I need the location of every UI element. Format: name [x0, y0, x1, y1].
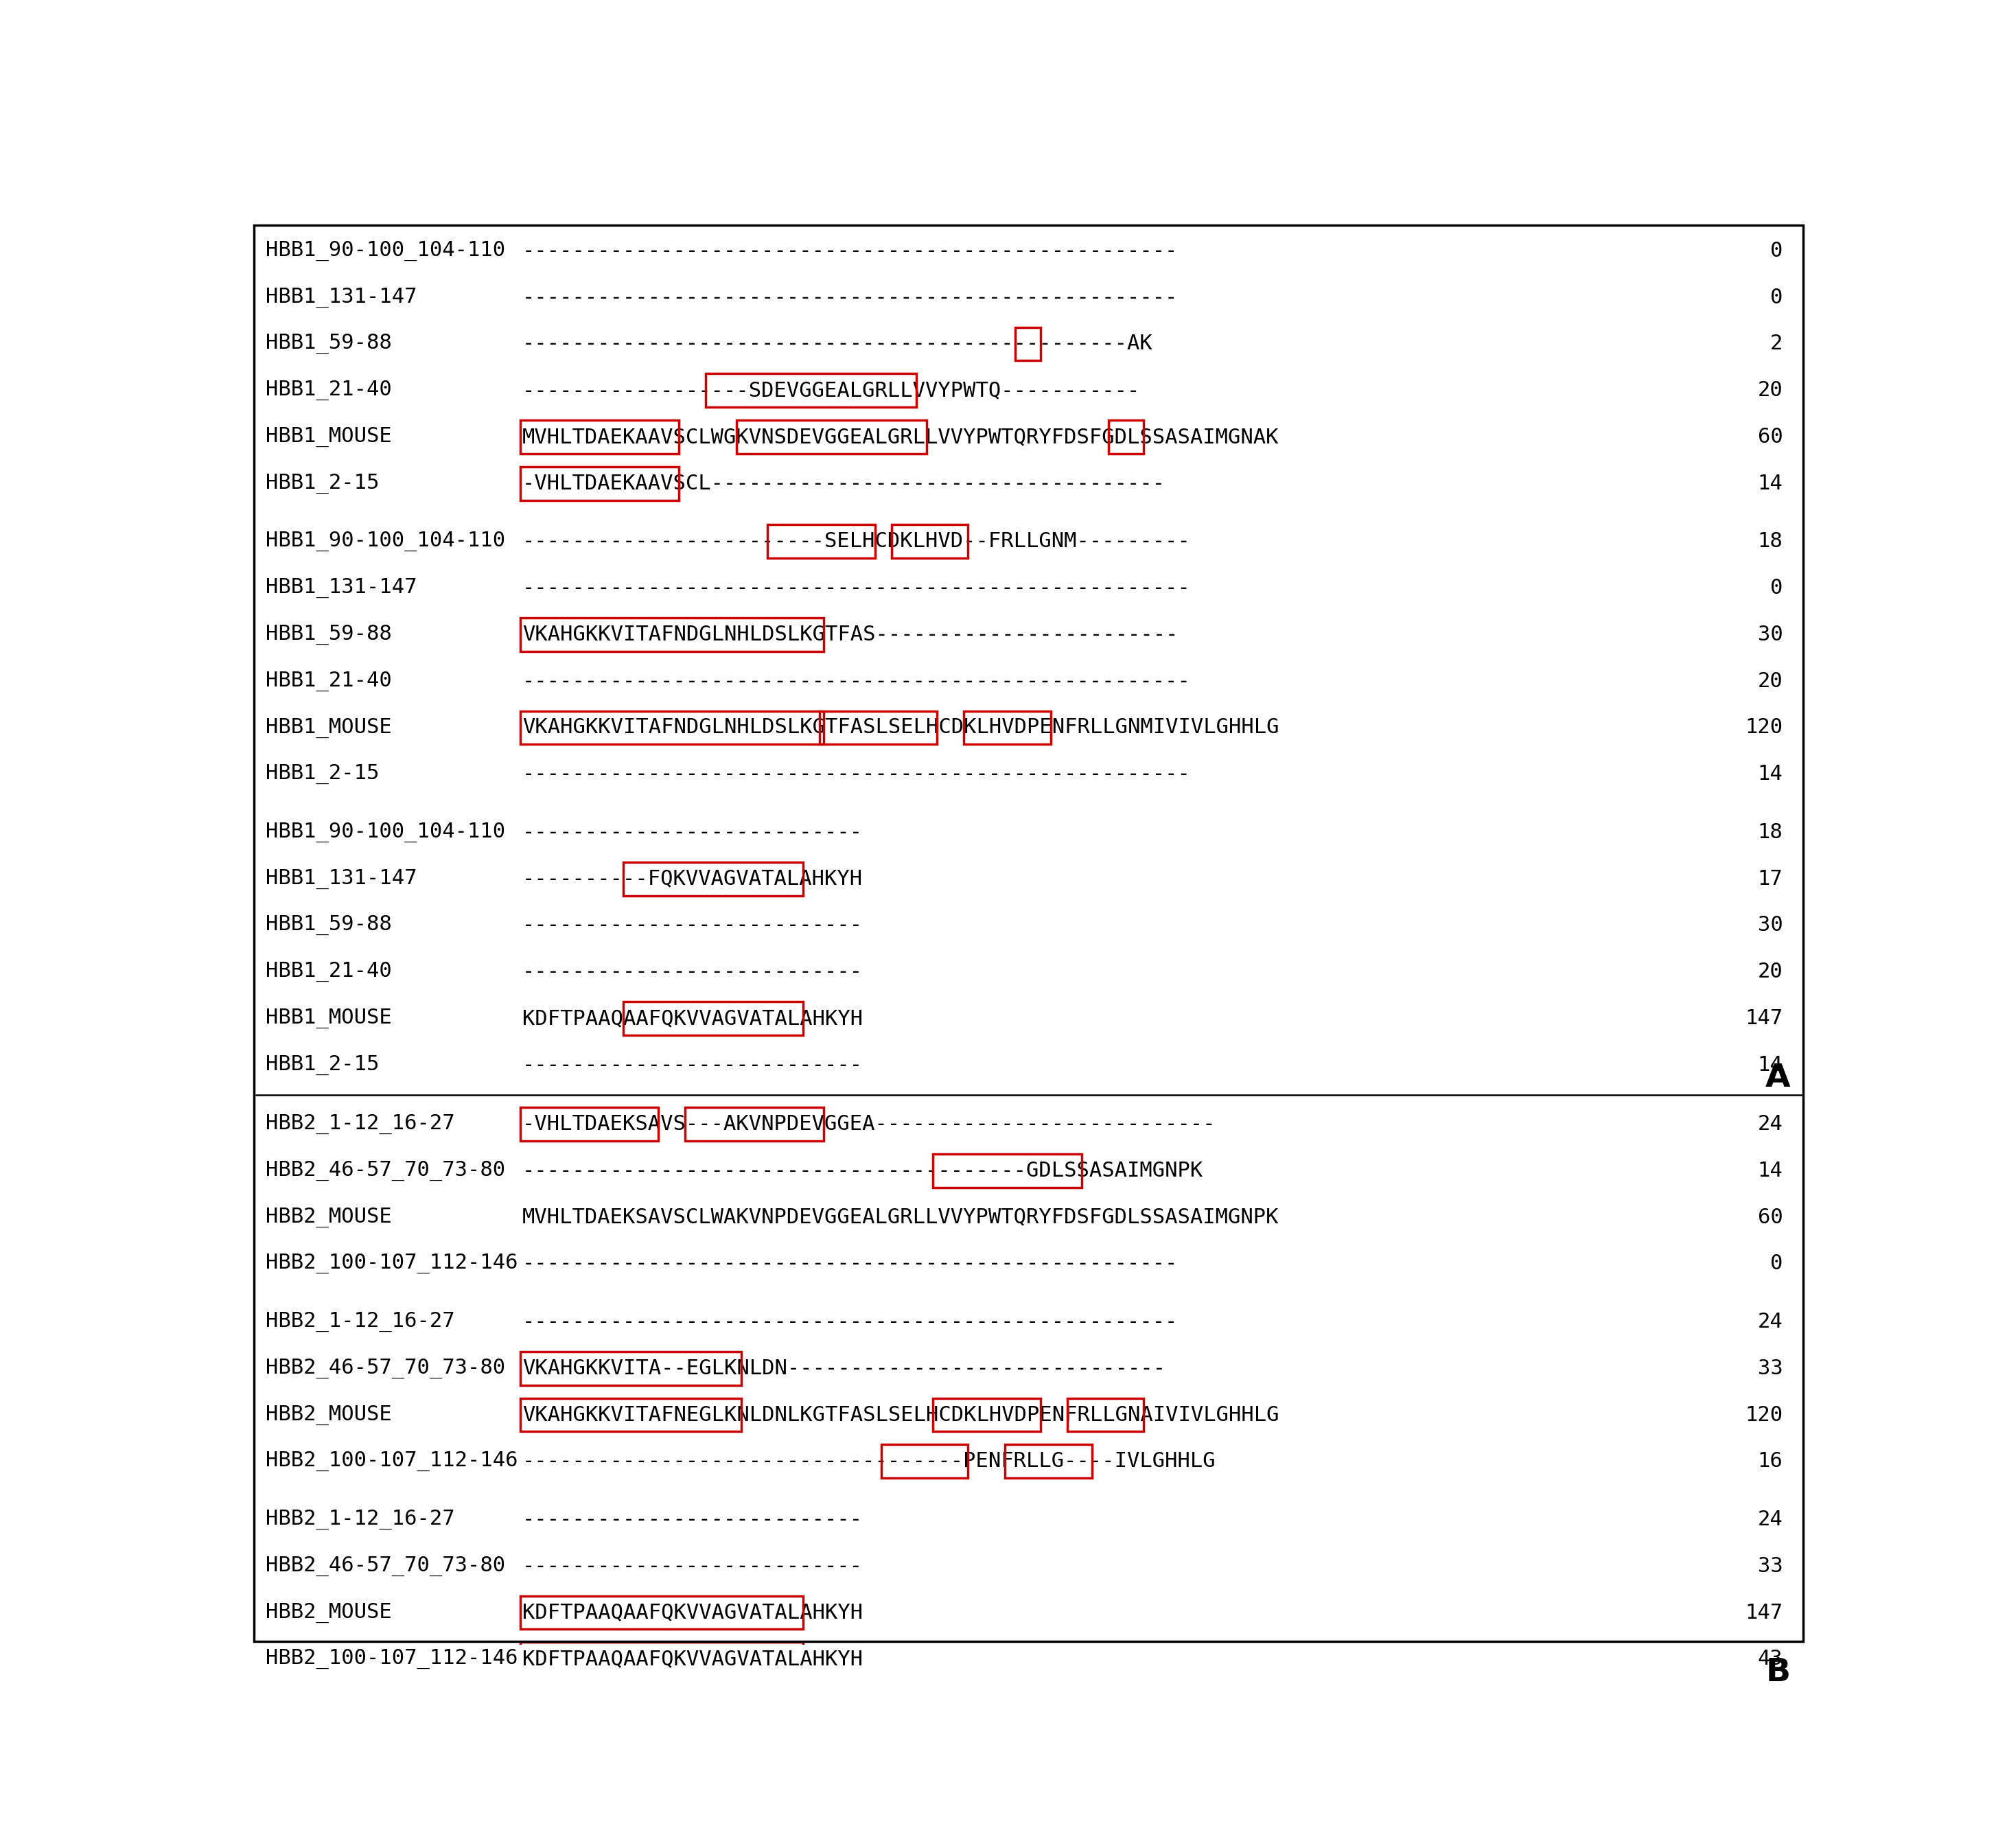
- Text: 18: 18: [1758, 822, 1782, 843]
- Text: HBB2_1-12_16-27: HBB2_1-12_16-27: [265, 1114, 456, 1135]
- Text: 16: 16: [1758, 1451, 1782, 1471]
- Text: ----------FQKVVAGVATALAHKYH: ----------FQKVVAGVATALAHKYH: [522, 869, 863, 889]
- Text: HBB1_59-88: HBB1_59-88: [265, 915, 391, 935]
- Text: ---------------------------: ---------------------------: [522, 915, 863, 935]
- Text: HBB1_90-100_104-110: HBB1_90-100_104-110: [265, 822, 506, 843]
- Text: HBB1_21-40: HBB1_21-40: [265, 671, 391, 691]
- Text: VKAHGKKVITAFNEGLKNLDNLKGTFASLSELHCDKLHVDPENFRLLGNAIVIVLGHHLG: VKAHGKKVITAFNEGLKNLDNLKGTFASLSELHCDKLHVD…: [522, 1404, 1278, 1425]
- Text: VKAHGKKVITA--EGLKNLDN------------------------------: VKAHGKKVITA--EGLKNLDN-------------------…: [522, 1358, 1166, 1379]
- Text: HBB2_46-57_70_73-80: HBB2_46-57_70_73-80: [265, 1161, 506, 1181]
- Text: 30: 30: [1758, 625, 1782, 645]
- Text: ---------------------------: ---------------------------: [522, 1055, 863, 1076]
- Text: HBB2_1-12_16-27: HBB2_1-12_16-27: [265, 1510, 456, 1530]
- Text: HBB2_100-107_112-146: HBB2_100-107_112-146: [265, 1648, 518, 1669]
- Text: 24: 24: [1758, 1312, 1782, 1332]
- Text: HBB1_131-147: HBB1_131-147: [265, 869, 417, 889]
- Text: 33: 33: [1758, 1358, 1782, 1379]
- Text: ----------------------------------------GDLSSASAIMGNPK: ----------------------------------------…: [522, 1161, 1204, 1181]
- Text: 20: 20: [1758, 961, 1782, 981]
- Text: -VHLTDAEKSAVS---AKVNPDEVGGEA---------------------------: -VHLTDAEKSAVS---AKVNPDEVGGEA------------…: [522, 1114, 1216, 1135]
- Text: 0: 0: [1770, 288, 1782, 307]
- Text: ---------------------------: ---------------------------: [522, 822, 863, 843]
- Text: HBB2_46-57_70_73-80: HBB2_46-57_70_73-80: [265, 1358, 506, 1379]
- Text: HBB1_131-147: HBB1_131-147: [265, 286, 417, 307]
- Text: -VHLTDAEKAAVSCL------------------------------------: -VHLTDAEKAAVSCL-------------------------…: [522, 473, 1166, 493]
- Text: ---------------------------: ---------------------------: [522, 961, 863, 981]
- Text: ----------------------------------------------------: ----------------------------------------…: [522, 288, 1178, 307]
- Text: 120: 120: [1744, 717, 1782, 737]
- Text: VKAHGKKVITAFNDGLNHLDSLKGTFASLSELHCDKLHVDPENFRLLGNMIVIVLGHHLG: VKAHGKKVITAFNDGLNHLDSLKGTFASLSELHCDKLHVD…: [522, 717, 1278, 737]
- Text: 33: 33: [1758, 1556, 1782, 1576]
- Text: HBB2_MOUSE: HBB2_MOUSE: [265, 1207, 391, 1227]
- Text: ------------------SDEVGGEALGRLLVVYPWTQ-----------: ------------------SDEVGGEALGRLLVVYPWTQ--…: [522, 381, 1140, 401]
- Text: HBB1_90-100_104-110: HBB1_90-100_104-110: [265, 240, 506, 261]
- Text: HBB2_100-107_112-146: HBB2_100-107_112-146: [265, 1451, 518, 1471]
- Text: -----------------------------------------------------: ----------------------------------------…: [522, 671, 1190, 691]
- Text: HBB1_59-88: HBB1_59-88: [265, 625, 391, 645]
- Text: ------------------------------------------------AK: ----------------------------------------…: [522, 334, 1152, 353]
- Text: ----------------------------------------------------: ----------------------------------------…: [522, 1312, 1178, 1332]
- Text: 24: 24: [1758, 1114, 1782, 1135]
- Text: 14: 14: [1758, 1055, 1782, 1076]
- Text: -----------------------------------PENFRLLG----IVLGHHLG: -----------------------------------PENFR…: [522, 1451, 1216, 1471]
- Text: 14: 14: [1758, 473, 1782, 493]
- Text: ------------------------SELHCDKLHVD--FRLLGNM---------: ------------------------SELHCDKLHVD--FRL…: [522, 532, 1190, 551]
- Text: 147: 147: [1744, 1602, 1782, 1623]
- Text: ----------------------------------------------------: ----------------------------------------…: [522, 1253, 1178, 1273]
- Text: HBB1_MOUSE: HBB1_MOUSE: [265, 427, 391, 447]
- Text: 14: 14: [1758, 1161, 1782, 1181]
- Text: HBB1_2-15: HBB1_2-15: [265, 1055, 379, 1076]
- Text: HBB1_MOUSE: HBB1_MOUSE: [265, 717, 391, 737]
- Text: HBB1_21-40: HBB1_21-40: [265, 381, 391, 401]
- Text: 24: 24: [1758, 1510, 1782, 1530]
- Text: HBB1_2-15: HBB1_2-15: [265, 763, 379, 784]
- Text: 0: 0: [1770, 578, 1782, 599]
- Text: B: B: [1766, 1658, 1790, 1687]
- Text: HBB2_1-12_16-27: HBB2_1-12_16-27: [265, 1312, 456, 1332]
- Text: 0: 0: [1770, 1253, 1782, 1273]
- Text: 18: 18: [1758, 532, 1782, 551]
- Text: KDFTPAAQAAFQKVVAGVATALAHKYH: KDFTPAAQAAFQKVVAGVATALAHKYH: [522, 1009, 863, 1027]
- Text: KDFTPAAQAAFQKVVAGVATALAHKYH: KDFTPAAQAAFQKVVAGVATALAHKYH: [522, 1648, 863, 1669]
- Text: 120: 120: [1744, 1404, 1782, 1425]
- Text: 30: 30: [1758, 915, 1782, 935]
- Text: ----------------------------------------------------: ----------------------------------------…: [522, 240, 1178, 261]
- Text: HBB1_90-100_104-110: HBB1_90-100_104-110: [265, 532, 506, 551]
- Text: MVHLTDAEKSAVSCLWAKVNPDEVGGEALGRLLVVYPWTQRYFDSFGDLSSASAIMGNPK: MVHLTDAEKSAVSCLWAKVNPDEVGGEALGRLLVVYPWTQ…: [522, 1207, 1278, 1227]
- Text: ---------------------------: ---------------------------: [522, 1556, 863, 1576]
- Text: 60: 60: [1758, 1207, 1782, 1227]
- Text: MVHLTDAEKAAVSCLWGKVNSDEVGGEALGRLLVVYPWTQRYFDSFGDLSSASAIMGNAK: MVHLTDAEKAAVSCLWGKVNSDEVGGEALGRLLVVYPWTQ…: [522, 427, 1278, 447]
- Text: 20: 20: [1758, 381, 1782, 401]
- Text: 43: 43: [1758, 1648, 1782, 1669]
- Text: 14: 14: [1758, 765, 1782, 784]
- Text: 2: 2: [1770, 334, 1782, 353]
- Text: HBB2_46-57_70_73-80: HBB2_46-57_70_73-80: [265, 1556, 506, 1576]
- Text: HBB2_MOUSE: HBB2_MOUSE: [265, 1404, 391, 1425]
- Text: HBB1_59-88: HBB1_59-88: [265, 334, 391, 353]
- Text: 17: 17: [1758, 869, 1782, 889]
- Text: -----------------------------------------------------: ----------------------------------------…: [522, 578, 1190, 599]
- Text: HBB1_MOUSE: HBB1_MOUSE: [265, 1009, 391, 1027]
- Text: 0: 0: [1770, 240, 1782, 261]
- Text: 20: 20: [1758, 671, 1782, 691]
- Text: VKAHGKKVITAFNDGLNHLDSLKGTFAS------------------------: VKAHGKKVITAFNDGLNHLDSLKGTFAS------------…: [522, 625, 1178, 645]
- Text: HBB1_2-15: HBB1_2-15: [265, 473, 379, 493]
- Text: -----------------------------------------------------: ----------------------------------------…: [522, 765, 1190, 784]
- Text: HBB2_MOUSE: HBB2_MOUSE: [265, 1602, 391, 1623]
- Text: ---------------------------: ---------------------------: [522, 1510, 863, 1530]
- Text: 147: 147: [1744, 1009, 1782, 1027]
- Text: KDFTPAAQAAFQKVVAGVATALAHKYH: KDFTPAAQAAFQKVVAGVATALAHKYH: [522, 1602, 863, 1623]
- Text: 60: 60: [1758, 427, 1782, 447]
- Text: HBB1_131-147: HBB1_131-147: [265, 578, 417, 599]
- Text: HBB2_100-107_112-146: HBB2_100-107_112-146: [265, 1253, 518, 1273]
- Text: HBB1_21-40: HBB1_21-40: [265, 961, 391, 981]
- Text: A: A: [1766, 1063, 1790, 1094]
